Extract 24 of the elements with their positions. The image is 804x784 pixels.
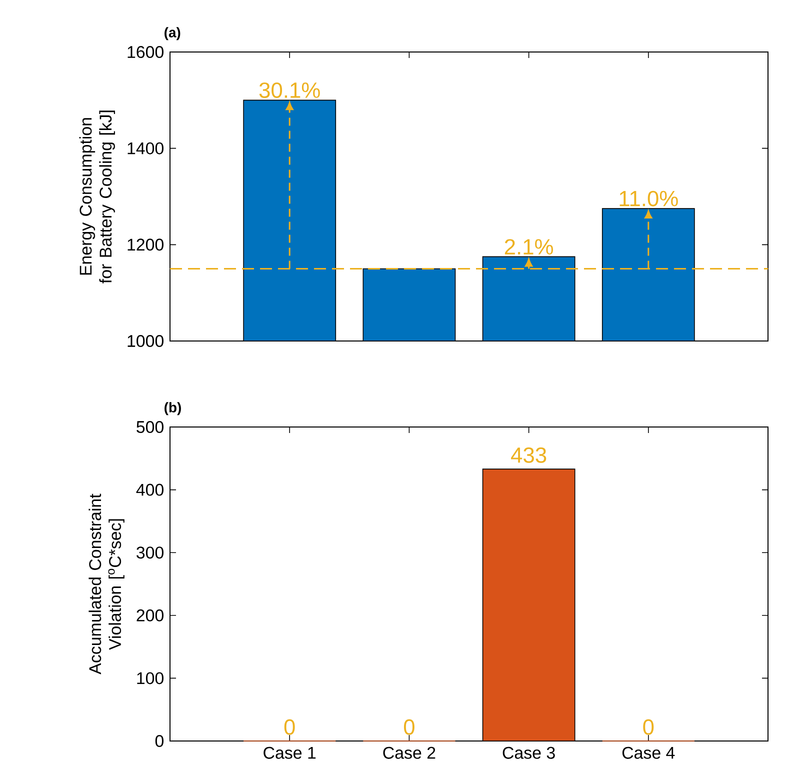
y-tick-label: 500: [136, 421, 164, 434]
y-tick-label: 1200: [128, 238, 164, 251]
data-label: 0: [284, 719, 295, 735]
y-tick-label: 0: [155, 735, 164, 747]
y-tick-label: 1400: [128, 142, 164, 154]
y-tick-label: 300: [136, 546, 164, 559]
chart-title: (a): [164, 27, 180, 40]
x-tick-label: Case 2: [383, 746, 436, 759]
data-label: 433: [511, 447, 546, 463]
annotation: 2.1%: [504, 239, 553, 254]
y-tick-label: 400: [136, 484, 164, 496]
chart-title: (b): [164, 402, 181, 416]
data-label: 0: [643, 719, 654, 735]
annotation: 30.1%: [259, 82, 320, 98]
y-tick-label: 1000: [128, 334, 164, 347]
y-tick-label: 200: [136, 609, 164, 622]
x-tick-label: Case 1: [264, 746, 316, 759]
y-tick-label: 100: [137, 672, 164, 684]
data-label: 0: [404, 719, 414, 735]
y-tick-label: 1600: [128, 46, 164, 58]
x-tick-label: Case 3: [502, 746, 555, 759]
y-axis-title: Energy Consumption for Battery Cooling [kJ]: [79, 110, 115, 284]
x-tick-label: Case 4: [622, 746, 675, 759]
annotation: 11.0%: [620, 190, 678, 206]
